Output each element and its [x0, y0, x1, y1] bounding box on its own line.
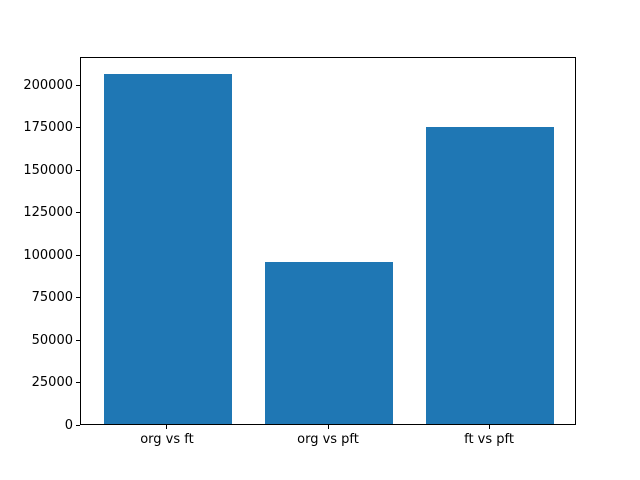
y-tick-mark	[76, 169, 80, 171]
y-tick-label: 125000	[23, 205, 73, 221]
y-tick-mark	[76, 424, 80, 426]
y-tick-mark	[76, 382, 80, 383]
y-tick-mark	[76, 254, 80, 256]
y-tick-label: 150000	[23, 162, 73, 178]
y-tick-mark	[76, 84, 80, 86]
y-tick-label: 50000	[31, 332, 73, 348]
y-tick-mark	[76, 127, 80, 129]
y-tick-mark	[76, 212, 80, 214]
x-tick-mark	[166, 425, 168, 429]
y-tick-label: 100000	[23, 247, 73, 263]
x-tick-mark	[488, 425, 490, 429]
bar	[425, 126, 555, 424]
y-tick-label: 200000	[23, 77, 73, 93]
x-tick-label: org vs ft	[140, 432, 194, 447]
y-tick-mark	[76, 297, 80, 299]
y-tick-label: 25000	[31, 375, 73, 390]
y-tick-label: 175000	[23, 120, 73, 136]
y-tick-label: 75000	[31, 290, 73, 306]
x-tick-label: ft vs pft	[464, 432, 514, 447]
bar	[264, 261, 394, 424]
axes	[80, 57, 576, 425]
x-tick-mark	[327, 425, 329, 429]
y-tick-label: 0	[64, 417, 73, 433]
x-tick-label: org vs pft	[297, 432, 359, 447]
bars-container	[81, 58, 575, 424]
bar	[103, 73, 233, 424]
y-tick-mark	[76, 339, 80, 341]
